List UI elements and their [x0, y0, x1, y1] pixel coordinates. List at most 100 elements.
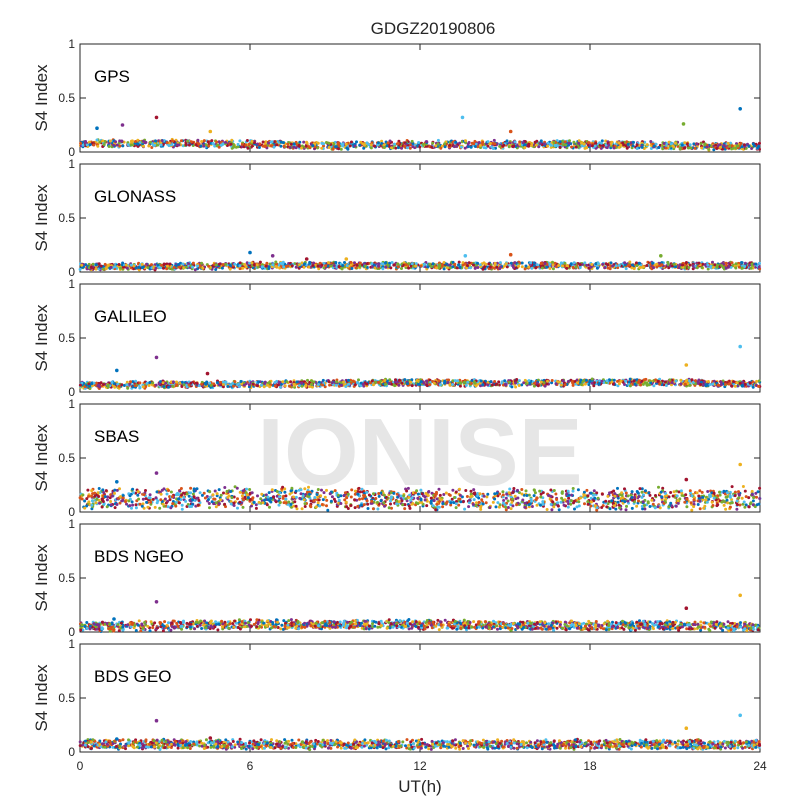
- data-point: [350, 267, 354, 270]
- data-point: [170, 143, 174, 147]
- data-point: [708, 383, 712, 386]
- data-point: [340, 266, 343, 270]
- data-point: [431, 141, 435, 145]
- data-point: [663, 380, 667, 384]
- y-tick-label: 1: [68, 397, 75, 411]
- data-point: [625, 140, 629, 144]
- chart-title: GDGZ20190806: [371, 19, 496, 38]
- data-point: [700, 266, 704, 270]
- data-point: [115, 143, 119, 147]
- data-point: [551, 260, 554, 264]
- data-point: [685, 378, 689, 382]
- data-point: [184, 265, 188, 269]
- data-point: [458, 265, 462, 269]
- data-point: [678, 263, 682, 267]
- data-point: [236, 142, 240, 146]
- data-point: [545, 382, 549, 386]
- data-point: [129, 263, 133, 267]
- data-point: [619, 143, 623, 147]
- data-point: [244, 382, 248, 386]
- data-point: [539, 262, 543, 266]
- outlier-point: [460, 115, 465, 120]
- data-point: [419, 264, 423, 268]
- data-point: [129, 143, 133, 147]
- data-point: [625, 146, 629, 150]
- panel-label: GPS: [94, 67, 130, 86]
- data-point: [616, 379, 619, 383]
- data-point: [639, 383, 643, 387]
- data-point: [118, 144, 122, 148]
- data-point: [476, 261, 479, 265]
- data-point: [377, 380, 381, 384]
- data-point: [265, 261, 269, 265]
- data-point: [667, 140, 671, 144]
- data-point: [478, 263, 482, 267]
- data-point: [384, 382, 387, 386]
- data-point: [148, 381, 152, 384]
- data-point: [380, 142, 384, 145]
- data-point: [194, 143, 198, 147]
- data-point: [568, 139, 571, 143]
- data-point: [464, 383, 468, 387]
- data-point: [590, 263, 594, 266]
- data-point: [738, 381, 742, 385]
- data-point: [142, 144, 145, 148]
- data-point: [78, 267, 82, 271]
- data-point: [224, 380, 228, 384]
- data-point: [482, 146, 486, 150]
- data-point: [719, 145, 722, 149]
- data-point: [640, 490, 644, 494]
- data-point: [96, 144, 100, 148]
- data-point: [252, 141, 256, 145]
- data-point: [138, 386, 142, 390]
- data-point: [160, 139, 164, 143]
- data-point: [150, 146, 154, 149]
- data-point: [177, 265, 181, 269]
- data-point: [370, 379, 374, 383]
- data-point: [572, 140, 576, 144]
- data-point: [607, 143, 611, 147]
- data-point: [668, 378, 672, 382]
- data-point: [345, 146, 349, 150]
- data-point: [514, 385, 518, 389]
- data-point: [523, 267, 527, 271]
- data-point: [466, 142, 470, 146]
- data-point: [230, 138, 234, 142]
- data-point: [570, 145, 574, 149]
- data-point: [648, 379, 652, 383]
- data-point: [108, 139, 112, 143]
- data-point: [290, 264, 294, 268]
- data-point: [453, 262, 457, 266]
- data-point: [643, 140, 647, 144]
- data-point: [377, 264, 380, 268]
- data-point: [145, 381, 149, 385]
- data-point: [702, 383, 705, 387]
- y-axis-label: S4 Index: [32, 304, 51, 372]
- data-point: [662, 142, 666, 145]
- data-point: [600, 141, 603, 145]
- data-point: [221, 142, 225, 146]
- data-point: [347, 382, 351, 386]
- scatter-points: [79, 107, 761, 152]
- data-point: [683, 146, 686, 150]
- data-point: [554, 382, 558, 386]
- data-point: [491, 141, 495, 145]
- data-point: [455, 144, 459, 148]
- data-point: [103, 140, 107, 143]
- data-point: [488, 265, 492, 269]
- data-point: [740, 261, 744, 265]
- y-tick-label: 0: [68, 265, 75, 279]
- data-point: [241, 266, 245, 270]
- data-point: [381, 267, 385, 271]
- data-point: [645, 264, 649, 267]
- data-point: [392, 263, 396, 267]
- data-point: [464, 139, 467, 143]
- data-point: [733, 384, 737, 388]
- data-point: [136, 493, 140, 497]
- data-point: [125, 380, 129, 384]
- data-point: [672, 263, 676, 266]
- data-point: [257, 146, 261, 149]
- data-point: [387, 382, 391, 385]
- data-point: [365, 262, 369, 266]
- data-point: [94, 263, 98, 267]
